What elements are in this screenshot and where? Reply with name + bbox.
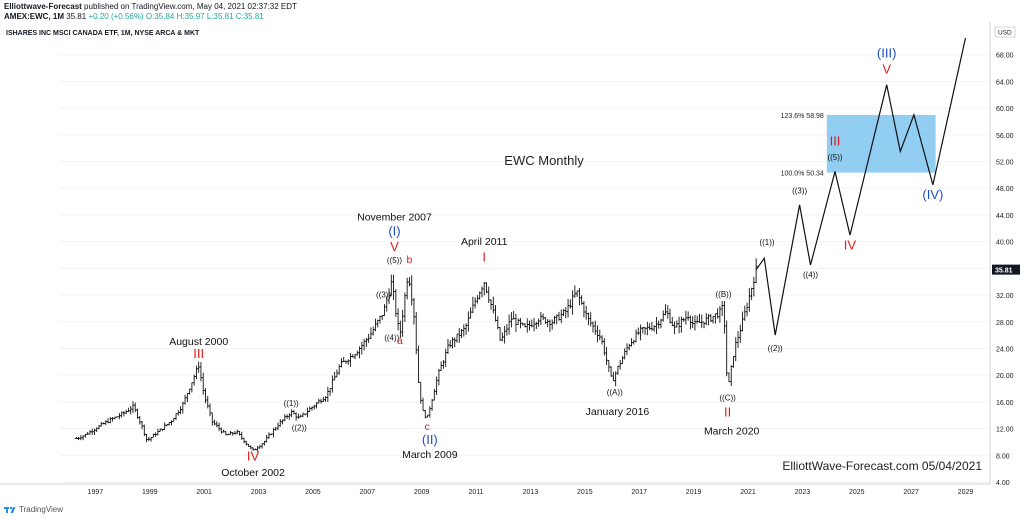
wave-label: April 2011	[461, 236, 508, 248]
y-tick-label: 12.00	[996, 427, 1014, 434]
ohlc-values: O:35.84 H:35.97 L:35.81 C:35.81	[145, 12, 264, 21]
x-tick-label: 2023	[795, 489, 811, 496]
x-tick-label: 2029	[958, 489, 974, 496]
x-tick-label: 2017	[631, 489, 647, 496]
wave-label: (III)	[877, 45, 897, 60]
y-tick-label: 24.00	[996, 346, 1014, 353]
y-tick-label: 16.00	[996, 400, 1014, 407]
wave-label: c	[424, 421, 429, 433]
wave-label: II	[724, 405, 731, 420]
price-value: 35.81	[66, 12, 87, 21]
wave-label: ((4))	[803, 271, 818, 280]
y-tick-label: 52.00	[996, 160, 1014, 167]
wave-label: ((A))	[607, 388, 623, 397]
wave-label: I	[482, 250, 486, 265]
projection	[755, 37, 967, 336]
wave-label: a	[397, 335, 403, 347]
x-tick-label: 2001	[196, 489, 212, 496]
x-tick-label: 1997	[88, 489, 104, 496]
wave-label: (IV)	[922, 187, 943, 202]
x-tick-label: 2015	[577, 489, 593, 496]
x-tick-label: 1999	[142, 489, 158, 496]
wave-label: ((1))	[759, 238, 774, 247]
wave-label: March 2020	[704, 426, 760, 438]
wave-label: V	[882, 61, 891, 76]
y-tick-label: 20.00	[996, 373, 1014, 380]
x-tick-label: 2025	[849, 489, 865, 496]
price-bars	[74, 258, 758, 452]
x-tick-label: 2027	[903, 489, 919, 496]
projection-path	[755, 37, 967, 336]
y-tick-label: 4.00	[996, 480, 1010, 487]
wave-label: August 2000	[169, 336, 228, 348]
y-tick-label: 48.00	[996, 186, 1014, 193]
wave-label: IV	[247, 449, 260, 464]
chart-title: EWC Monthly	[504, 153, 584, 168]
symbol-line: AMEX:EWC, 1M	[4, 12, 64, 21]
wave-label: ((5))	[387, 256, 402, 265]
footer: TradingView	[4, 505, 63, 514]
y-tick-label: 40.00	[996, 240, 1014, 247]
author-name[interactable]: Elliottwave-Forecast	[4, 2, 82, 11]
watermark-text: ElliottWave-Forecast.com 05/04/2021	[782, 459, 982, 473]
wave-label: ((4))	[384, 333, 399, 342]
wave-label: ((1))	[284, 399, 299, 408]
y-tick-label: 32.00	[996, 293, 1014, 300]
y-tick-label: 68.00	[996, 53, 1014, 60]
y-tick-label: 56.00	[996, 133, 1014, 140]
axis-unit-label: USD	[998, 30, 1012, 37]
wave-label: V	[390, 239, 399, 254]
y-tick-label: 28.00	[996, 320, 1014, 327]
wave-label: III	[830, 134, 841, 149]
x-tick-label: 2009	[414, 489, 430, 496]
x-tick-label: 2019	[686, 489, 702, 496]
footer-brand: TradingView	[19, 505, 64, 514]
publish-info: Elliottwave-Forecast published on Tradin…	[4, 2, 297, 11]
wave-label: IV	[844, 238, 857, 253]
wave-label: ((B))	[716, 290, 732, 299]
fib-target-box	[826, 114, 936, 173]
axes: 4.008.0012.0016.0020.0024.0028.0032.0036…	[0, 22, 1020, 496]
y-tick-label: 44.00	[996, 213, 1014, 220]
x-tick-label: 2021	[740, 489, 756, 496]
fib-level-label: 100.0% 50.34	[781, 171, 824, 178]
fib-level-label: 123.6% 58.98	[781, 113, 824, 120]
price-change: +0.20 (+0.56%)	[88, 12, 144, 21]
last-price-tag	[992, 264, 1020, 275]
y-tick-label: 8.00	[996, 453, 1010, 460]
wave-label: March 2009	[402, 449, 458, 461]
wave-label: January 2016	[586, 406, 650, 418]
wave-label: b	[407, 254, 413, 266]
publish-text: published on TradingView.com, May 04, 20…	[84, 2, 297, 11]
last-price-label: 35.81	[995, 268, 1013, 275]
wave-label: ((3))	[792, 187, 807, 196]
symbol-info: AMEX:EWC, 1M 35.81 +0.20 (+0.56%) O:35.8…	[4, 12, 264, 21]
wave-label: ((3))	[376, 291, 391, 300]
wave-label: (II)	[422, 432, 438, 447]
y-tick-label: 64.00	[996, 79, 1014, 86]
wave-label: ((5))	[827, 153, 842, 162]
wave-label: ((2))	[768, 344, 783, 353]
y-tick-label: 60.00	[996, 106, 1014, 113]
tradingview-logo-icon	[4, 506, 16, 513]
fib-extension: 123.6% 58.98 100.0% 50.34	[781, 113, 936, 178]
wave-label: (I)	[388, 224, 400, 239]
grid	[60, 54, 990, 483]
x-tick-label: 2007	[359, 489, 375, 496]
x-tick-label: 2011	[469, 489, 484, 496]
symbol-title: ISHARES INC MSCI CANADA ETF, 1M, NYSE AR…	[6, 30, 200, 37]
x-tick-label: 2003	[251, 489, 267, 496]
wave-label: ((2))	[292, 424, 307, 433]
wave-label: October 2002	[221, 467, 285, 479]
wave-label: November 2007	[357, 211, 432, 223]
wave-label: ((C))	[719, 394, 736, 403]
wave-label: III	[193, 346, 204, 361]
wave-labels: EWC Monthly ElliottWave-Forecast.com 05/0…	[169, 45, 982, 479]
x-tick-label: 2013	[523, 489, 539, 496]
x-tick-label: 2005	[305, 489, 321, 496]
unit-box	[994, 26, 1016, 38]
